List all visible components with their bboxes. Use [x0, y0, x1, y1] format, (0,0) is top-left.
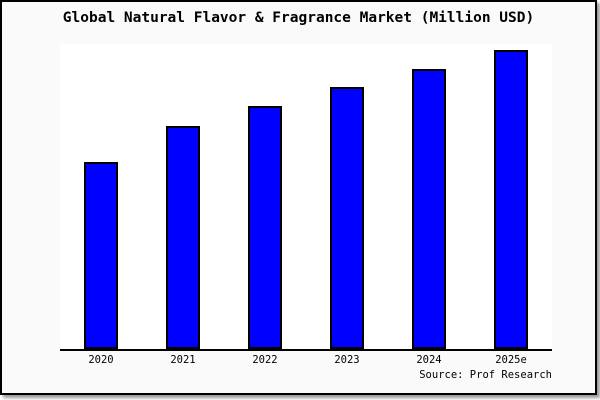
bar-column: [142, 44, 224, 349]
bar-2020: [84, 162, 118, 349]
x-tick-label: 2025e: [495, 354, 527, 366]
bar-column: [224, 44, 306, 349]
chart-title: Global Natural Flavor & Fragrance Market…: [62, 10, 535, 26]
x-tick-label: 2023: [334, 354, 360, 366]
x-tick-label: 2022: [252, 354, 278, 366]
bar-2022: [248, 105, 282, 349]
bar-2025e: [494, 50, 528, 349]
bar-column: [306, 44, 388, 349]
bar-column: [60, 44, 142, 349]
source-caption: Source: Prof Research: [419, 369, 552, 381]
bar-column: [470, 44, 552, 349]
bars-container: [60, 44, 552, 349]
x-tick-label: 2024: [416, 354, 442, 366]
x-axis-labels: 2020 2021 2022 2023 2024 2025e: [60, 354, 552, 366]
plot-area: [60, 44, 552, 351]
bar-column: [388, 44, 470, 349]
bar-2024: [412, 69, 446, 349]
x-tick-label: 2020: [88, 354, 114, 366]
bar-2021: [166, 126, 200, 349]
bar-2023: [330, 87, 364, 349]
x-tick-label: 2021: [170, 354, 196, 366]
